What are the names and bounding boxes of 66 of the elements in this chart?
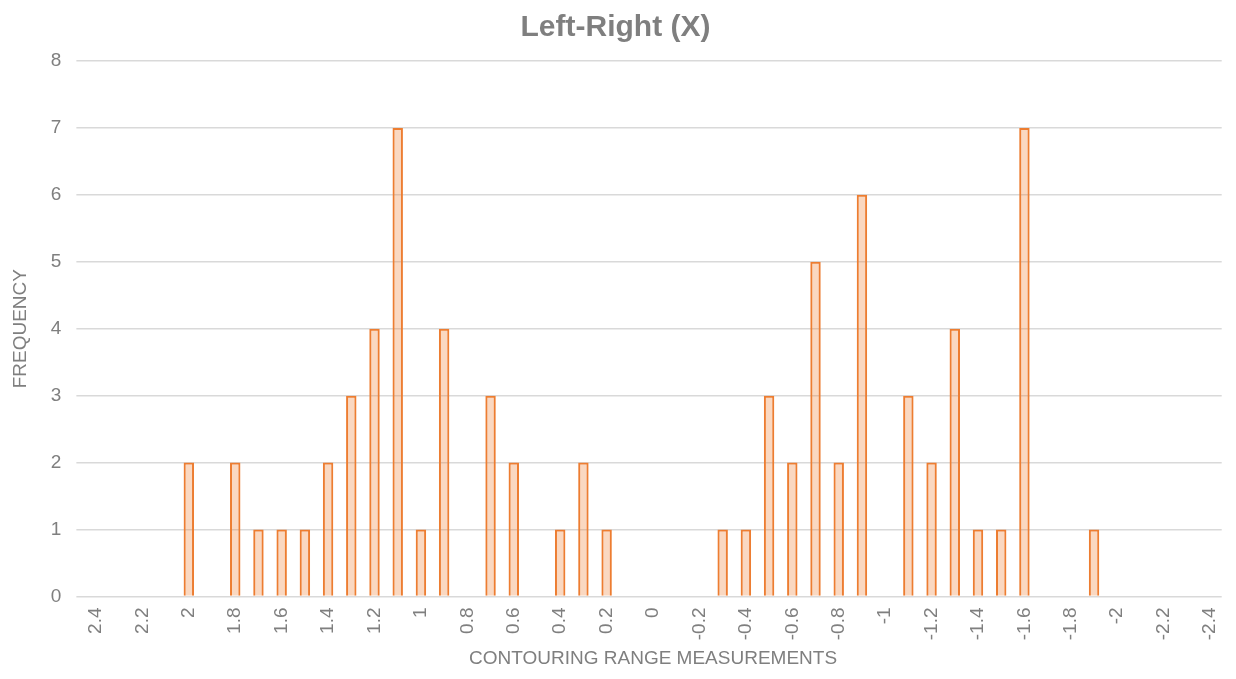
x-tick-label: -2.2 <box>1151 607 1173 641</box>
bar <box>763 395 775 596</box>
bar <box>253 529 264 596</box>
x-tick-label: -0.6 <box>780 607 802 641</box>
x-tick-label: -0.8 <box>826 607 848 641</box>
x-tick-label: -0.4 <box>734 607 756 641</box>
x-tick-label: -1.8 <box>1059 607 1081 641</box>
bar <box>810 261 821 596</box>
bar <box>903 395 914 596</box>
x-tick-label: -1.4 <box>966 607 988 641</box>
x-tick-label: 1.8 <box>223 607 245 634</box>
bar <box>740 529 752 596</box>
y-axis-title: FREQUENCY <box>8 268 30 389</box>
x-tick-label: 0.4 <box>548 607 570 634</box>
x-tick-label: -1.6 <box>1012 607 1034 641</box>
bar <box>392 127 403 596</box>
bar <box>833 462 844 596</box>
y-tick-label: 8 <box>50 49 62 71</box>
x-tick-label: -1 <box>873 607 895 625</box>
x-tick-label: 1.6 <box>269 607 291 634</box>
x-tick-label: -2.4 <box>1198 607 1220 641</box>
bar <box>438 328 450 596</box>
y-tick-label: 3 <box>50 383 62 405</box>
bar <box>1019 127 1030 596</box>
bar <box>322 462 334 596</box>
bar <box>717 529 728 596</box>
x-tick-label: 2.2 <box>130 607 152 634</box>
x-tick-label: 0 <box>641 607 663 619</box>
x-tick-label: 1.4 <box>316 607 338 634</box>
y-tick-label: 6 <box>50 183 62 205</box>
x-tick-label: 1.2 <box>362 607 384 634</box>
bar <box>415 529 427 596</box>
y-tick-label: 1 <box>50 517 62 539</box>
bar <box>856 194 868 596</box>
bar <box>578 462 589 596</box>
bar <box>299 529 311 596</box>
y-tick-label: 2 <box>50 450 62 472</box>
y-tick-label: 4 <box>50 316 62 338</box>
bar <box>995 529 1007 596</box>
bar <box>369 328 380 596</box>
x-tick-label: -1.2 <box>919 607 941 641</box>
bar <box>346 395 357 596</box>
bar <box>230 462 241 596</box>
bar <box>508 462 519 596</box>
bar <box>926 462 937 596</box>
y-tick-label: 5 <box>50 250 62 272</box>
bar <box>485 395 496 596</box>
x-tick-label: 1 <box>409 607 431 619</box>
bar <box>787 462 798 596</box>
bar <box>949 328 960 596</box>
x-axis-title: CONTOURING RANGE MEASUREMENTS <box>469 646 838 668</box>
bar <box>1088 529 1100 596</box>
x-tick-label: 0.6 <box>502 607 523 634</box>
y-tick-label: 7 <box>50 116 62 138</box>
bar <box>554 529 566 596</box>
x-tick-label: 0.8 <box>455 607 477 634</box>
x-tick-label: 2.4 <box>84 607 106 634</box>
x-tick-label: -0.2 <box>687 607 709 641</box>
bar <box>601 529 612 596</box>
chart-title: Left-Right (X) <box>520 9 711 43</box>
bar <box>972 529 984 596</box>
bar <box>183 462 195 596</box>
bar <box>276 529 287 596</box>
x-tick-label: -2 <box>1105 607 1127 625</box>
x-tick-label: 2 <box>177 607 199 619</box>
x-tick-label: 0.2 <box>594 607 616 634</box>
